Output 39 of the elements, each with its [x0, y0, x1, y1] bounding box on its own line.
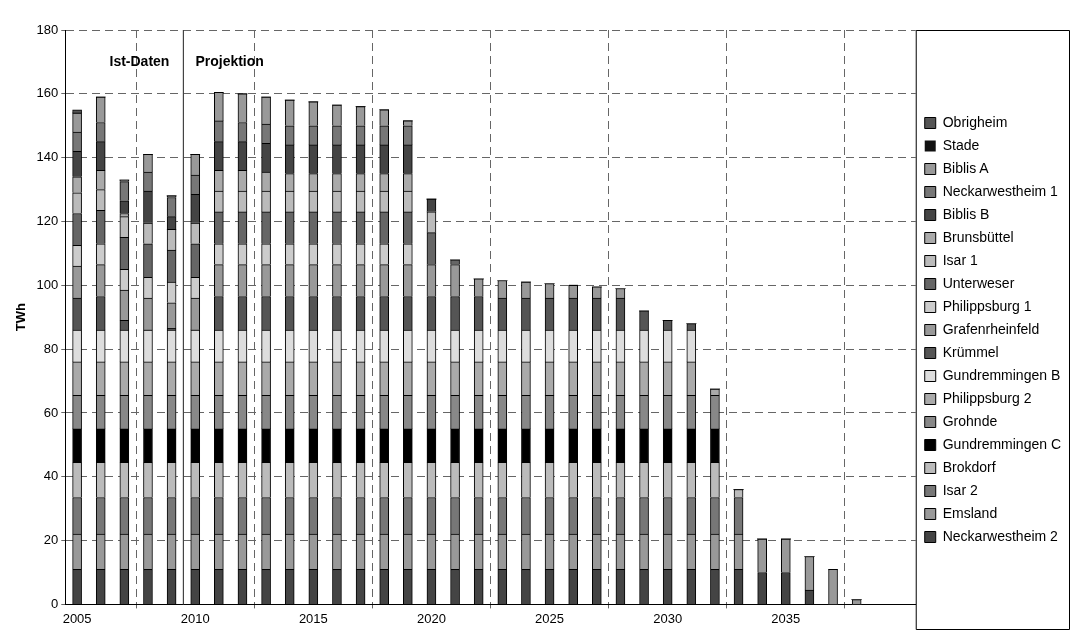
annotation: Ist-Daten	[109, 52, 170, 69]
y-tick-label: 140	[36, 149, 59, 165]
legend-label: Neckarwestheim 1	[942, 182, 1059, 199]
legend-label: Biblis A	[942, 159, 990, 176]
y-tick-label: 160	[36, 85, 59, 101]
legend-label: Unterweser	[942, 274, 1015, 291]
legend-label: Gundremmingen B	[942, 366, 1061, 383]
legend-label: Stade	[942, 136, 980, 153]
x-tick-label: 2030	[653, 610, 683, 626]
y-tick-label: 20	[43, 532, 59, 548]
legend-label: Brunsbüttel	[942, 228, 1014, 245]
annotation: Projektion	[195, 52, 264, 69]
x-tick-label: 2020	[416, 610, 446, 626]
y-tick-label: 0	[51, 595, 59, 611]
y-tick-label: 100	[36, 276, 59, 292]
y-tick-label: 40	[43, 468, 59, 484]
x-tick-label: 2010	[180, 610, 210, 626]
legend-label: Brokdorf	[942, 458, 996, 475]
x-tick-label: 2005	[62, 610, 92, 626]
legend-label: Neckarwestheim 2	[942, 527, 1059, 544]
y-axis-title: TWh	[13, 303, 29, 332]
x-tick-label: 2015	[298, 610, 328, 626]
legend-label: Philippsburg 2	[942, 389, 1032, 406]
legend-label: Emsland	[942, 504, 998, 521]
y-tick-label: 120	[36, 213, 59, 229]
legend-label: Krümmel	[942, 343, 999, 360]
legend-label: Biblis B	[942, 205, 990, 222]
legend-label: Isar 2	[942, 481, 978, 498]
legend-label: Grafenrheinfeld	[942, 320, 1040, 337]
legend-label: Gundremmingen C	[942, 435, 1062, 452]
legend-label: Obrigheim	[942, 113, 1008, 130]
legend-label: Philippsburg 1	[942, 297, 1032, 314]
legend-label: Isar 1	[942, 251, 978, 268]
y-tick-label: 180	[36, 21, 59, 37]
legend-label: Grohnde	[942, 412, 998, 429]
y-tick-label: 80	[43, 340, 59, 356]
x-tick-label: 2025	[535, 610, 565, 626]
y-tick-label: 60	[43, 404, 59, 420]
x-tick-label: 2035	[771, 610, 801, 626]
